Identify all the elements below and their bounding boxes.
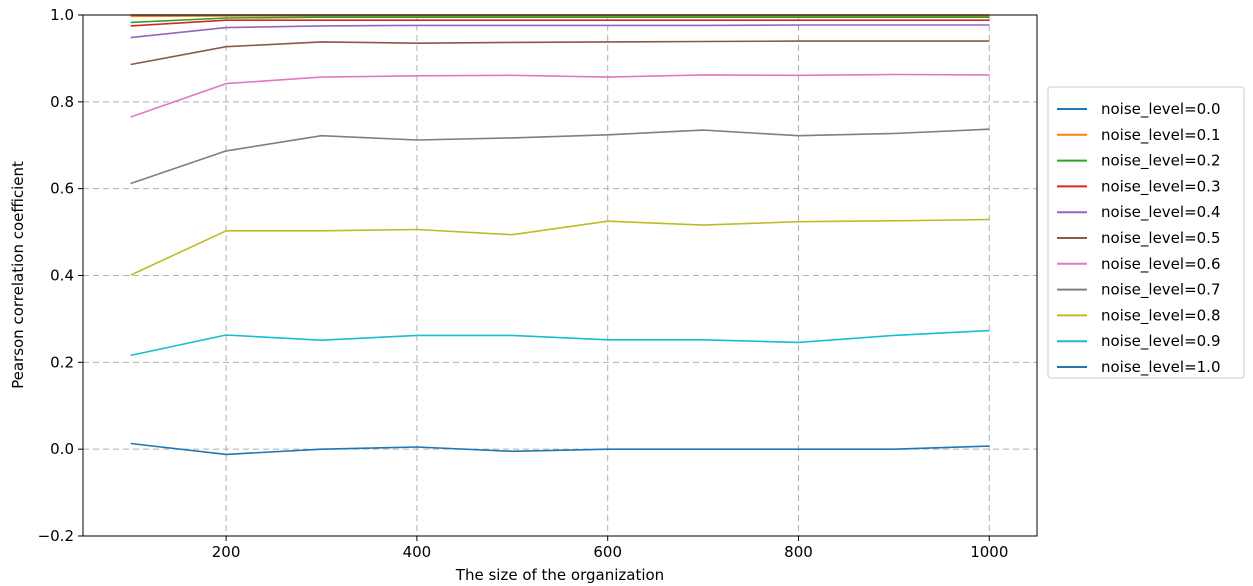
- legend-label: noise_level=0.5: [1101, 229, 1221, 248]
- grid-lines: [83, 14, 1037, 537]
- y-axis-label: Pearson correlation coefficient: [9, 161, 27, 389]
- y-tick-label: 0.8: [50, 93, 74, 111]
- legend-label: noise_level=0.4: [1101, 203, 1221, 222]
- series-lines: [130, 14, 990, 456]
- x-tick-label: 400: [403, 543, 432, 561]
- legend-label: noise_level=1.0: [1101, 358, 1221, 377]
- series-line-noise-level-0-7: [130, 128, 990, 185]
- x-tick-label: 1000: [970, 543, 1008, 561]
- legend-label: noise_level=0.0: [1101, 100, 1221, 119]
- legend-label: noise_level=0.9: [1101, 332, 1221, 351]
- series-line-noise-level-0-8: [130, 218, 990, 276]
- legend-frame: [1047, 86, 1245, 379]
- x-tick-label: 600: [593, 543, 622, 561]
- series-line-noise-level-0-2: [130, 16, 990, 24]
- series-line-noise-level-0-9: [130, 329, 990, 357]
- series-line-noise-level-0-6: [130, 73, 990, 118]
- x-axis: 200 400 600 800 1000: [212, 536, 1008, 561]
- y-tick-label: 0.4: [50, 267, 74, 285]
- legend-label: noise_level=0.2: [1101, 152, 1221, 171]
- y-tick-label: 0.2: [50, 353, 74, 371]
- legend-label: noise_level=0.3: [1101, 177, 1221, 196]
- series-line-noise-level-1-0: [130, 442, 990, 456]
- y-axis: −0.2 0.0 0.2 0.4 0.6 0.8 1.0: [38, 6, 83, 545]
- legend: noise_level=0.0 noise_level=0.1 noise_leve…: [1047, 86, 1245, 379]
- series-line-noise-level-0-3: [130, 19, 990, 27]
- series-line-noise-level-0-4: [130, 24, 990, 39]
- legend-label: noise_level=0.7: [1101, 281, 1221, 300]
- legend-label: noise_level=0.6: [1101, 255, 1221, 274]
- x-axis-label: The size of the organization: [455, 566, 664, 584]
- y-tick-label: 1.0: [50, 6, 74, 24]
- y-tick-label: −0.2: [38, 527, 74, 545]
- x-tick-label: 800: [784, 543, 813, 561]
- y-tick-label: 0.6: [50, 180, 74, 198]
- series-line-noise-level-0-5: [130, 40, 990, 66]
- legend-label: noise_level=0.8: [1101, 306, 1221, 325]
- x-tick-label: 200: [212, 543, 241, 561]
- y-tick-label: 0.0: [50, 440, 74, 458]
- legend-label: noise_level=0.1: [1101, 126, 1221, 145]
